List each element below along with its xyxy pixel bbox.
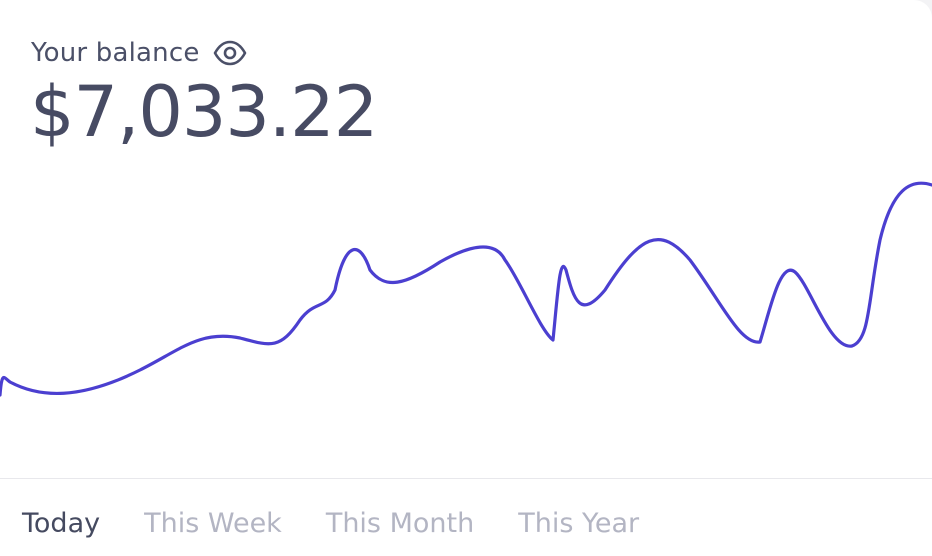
tab-this-week[interactable]: This Week (144, 508, 282, 539)
balance-label: Your balance (31, 38, 200, 68)
balance-series-line (0, 181, 932, 397)
balance-header: Your balance (31, 38, 247, 68)
balance-line-chart (0, 181, 932, 397)
tabs-divider (0, 478, 932, 479)
period-tabs: Today This Week This Month This Year (22, 506, 639, 542)
tab-today[interactable]: Today (22, 508, 101, 539)
tab-this-month[interactable]: This Month (325, 508, 475, 539)
eye-icon[interactable] (213, 40, 247, 66)
tab-this-year[interactable]: This Year (518, 508, 640, 539)
balance-amount: $7,033.22 (30, 71, 378, 153)
